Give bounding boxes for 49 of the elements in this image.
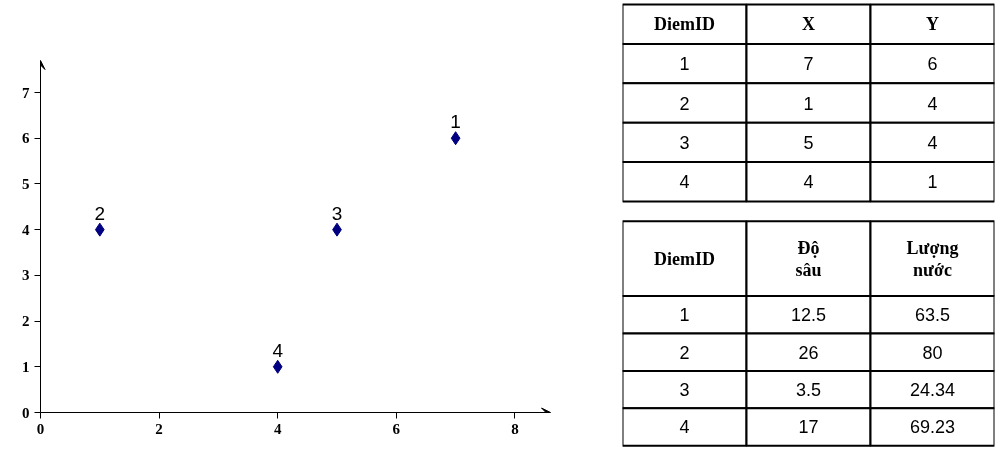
- y-tick-label: 0: [22, 404, 30, 421]
- x-tick-label: X: [802, 14, 815, 35]
- data-label: 3.5: [795, 380, 822, 401]
- y-axis-title: DiemID: [654, 248, 716, 269]
- y-tick-label: 2: [679, 342, 690, 363]
- data-label: 6: [927, 54, 938, 75]
- y-tick-label: 3: [679, 132, 690, 153]
- y-tick-label: 1: [22, 358, 30, 375]
- y-tick-label: 1: [679, 54, 690, 75]
- y-tick-label: 6: [22, 130, 30, 147]
- x-tick-label: Độ sâu: [795, 237, 822, 280]
- data-label: 7: [803, 54, 814, 75]
- point: [450, 131, 461, 146]
- y-tick-label: 4: [22, 221, 30, 238]
- x-tick-label: Y: [926, 14, 939, 35]
- data-label: 12.5: [790, 305, 827, 326]
- y-tick-label: 5: [22, 175, 30, 192]
- x-tick-label: 4: [273, 420, 282, 437]
- data-label: 17: [798, 417, 819, 438]
- y-axis-title: DiemID: [654, 14, 716, 35]
- x-tick-label: 0: [36, 420, 45, 437]
- annotation: 2: [94, 202, 106, 224]
- data-label: 4: [927, 132, 938, 153]
- annotation: 1: [450, 111, 461, 133]
- x-tick-label: Lượng nước: [906, 237, 959, 280]
- data-label: 24.34: [909, 380, 956, 401]
- y-tick-label: 1: [679, 305, 690, 326]
- data-label: 4: [803, 172, 814, 193]
- point: [94, 222, 105, 237]
- data-label: 1: [927, 172, 938, 193]
- annotation: 3: [331, 202, 343, 224]
- data-label: 26: [798, 342, 819, 363]
- y-tick-label: 3: [22, 267, 30, 284]
- point: [272, 359, 283, 374]
- x-tick-label: 2: [155, 420, 163, 437]
- y-tick-label: 4: [679, 172, 690, 193]
- x-tick-label: 6: [392, 420, 401, 437]
- y-tick-label: 2: [22, 313, 30, 330]
- data-label: 4: [927, 93, 938, 114]
- data-label: 1: [803, 93, 814, 114]
- data-label: 80: [922, 342, 943, 363]
- y-tick-label: 2: [679, 93, 690, 114]
- data-label: 69.23: [909, 417, 956, 438]
- annotation: 4: [272, 339, 284, 361]
- x-tick-label: 8: [511, 420, 519, 437]
- y-tick-label: 7: [22, 84, 30, 101]
- y-tick-label: 3: [679, 380, 690, 401]
- data-label: 63.5: [914, 305, 951, 326]
- data-label: 5: [803, 132, 814, 153]
